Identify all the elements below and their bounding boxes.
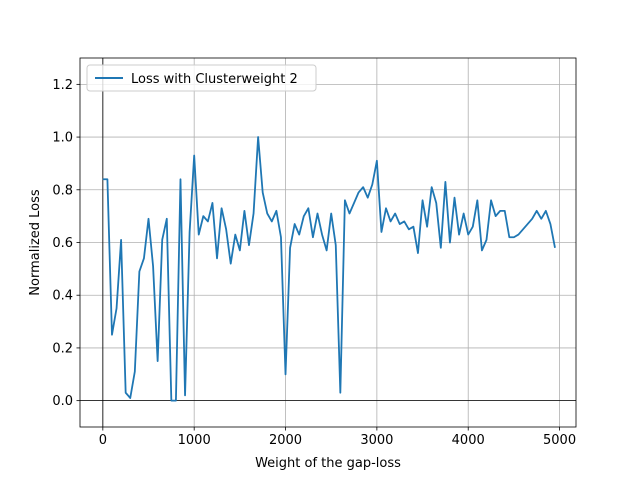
x-tick-label: 4000 bbox=[452, 433, 485, 448]
x-axis-ticks: 0 1000 2000 3000 4000 5000 bbox=[99, 427, 576, 448]
legend: Loss with Clusterweight 2 bbox=[86, 64, 317, 92]
x-tick-label: 3000 bbox=[360, 433, 393, 448]
legend-label: Loss with Clusterweight 2 bbox=[131, 72, 298, 87]
x-tick-label: 5000 bbox=[543, 433, 576, 448]
y-tick-label: 1.2 bbox=[52, 78, 73, 93]
x-tick-label: 2000 bbox=[269, 433, 302, 448]
x-axis-label: Weight of the gap-loss bbox=[255, 456, 401, 471]
y-axis-ticks: 0.0 0.2 0.4 0.6 0.8 1.0 1.2 bbox=[52, 78, 80, 409]
y-tick-label: 1.0 bbox=[52, 131, 73, 146]
y-tick-label: 0.4 bbox=[52, 289, 73, 304]
y-axis-label: Normalized Loss bbox=[28, 189, 43, 296]
zero-reference-lines bbox=[80, 58, 576, 427]
y-tick-label: 0.6 bbox=[52, 236, 73, 251]
y-tick-label: 0.0 bbox=[52, 394, 73, 409]
y-tick-label: 0.8 bbox=[52, 183, 73, 198]
legend-box bbox=[86, 64, 317, 92]
y-tick-label: 0.2 bbox=[52, 341, 73, 356]
x-tick-label: 1000 bbox=[178, 433, 211, 448]
plot-lines bbox=[102, 136, 556, 402]
x-tick-label: 0 bbox=[99, 433, 107, 448]
series-line bbox=[102, 136, 556, 402]
